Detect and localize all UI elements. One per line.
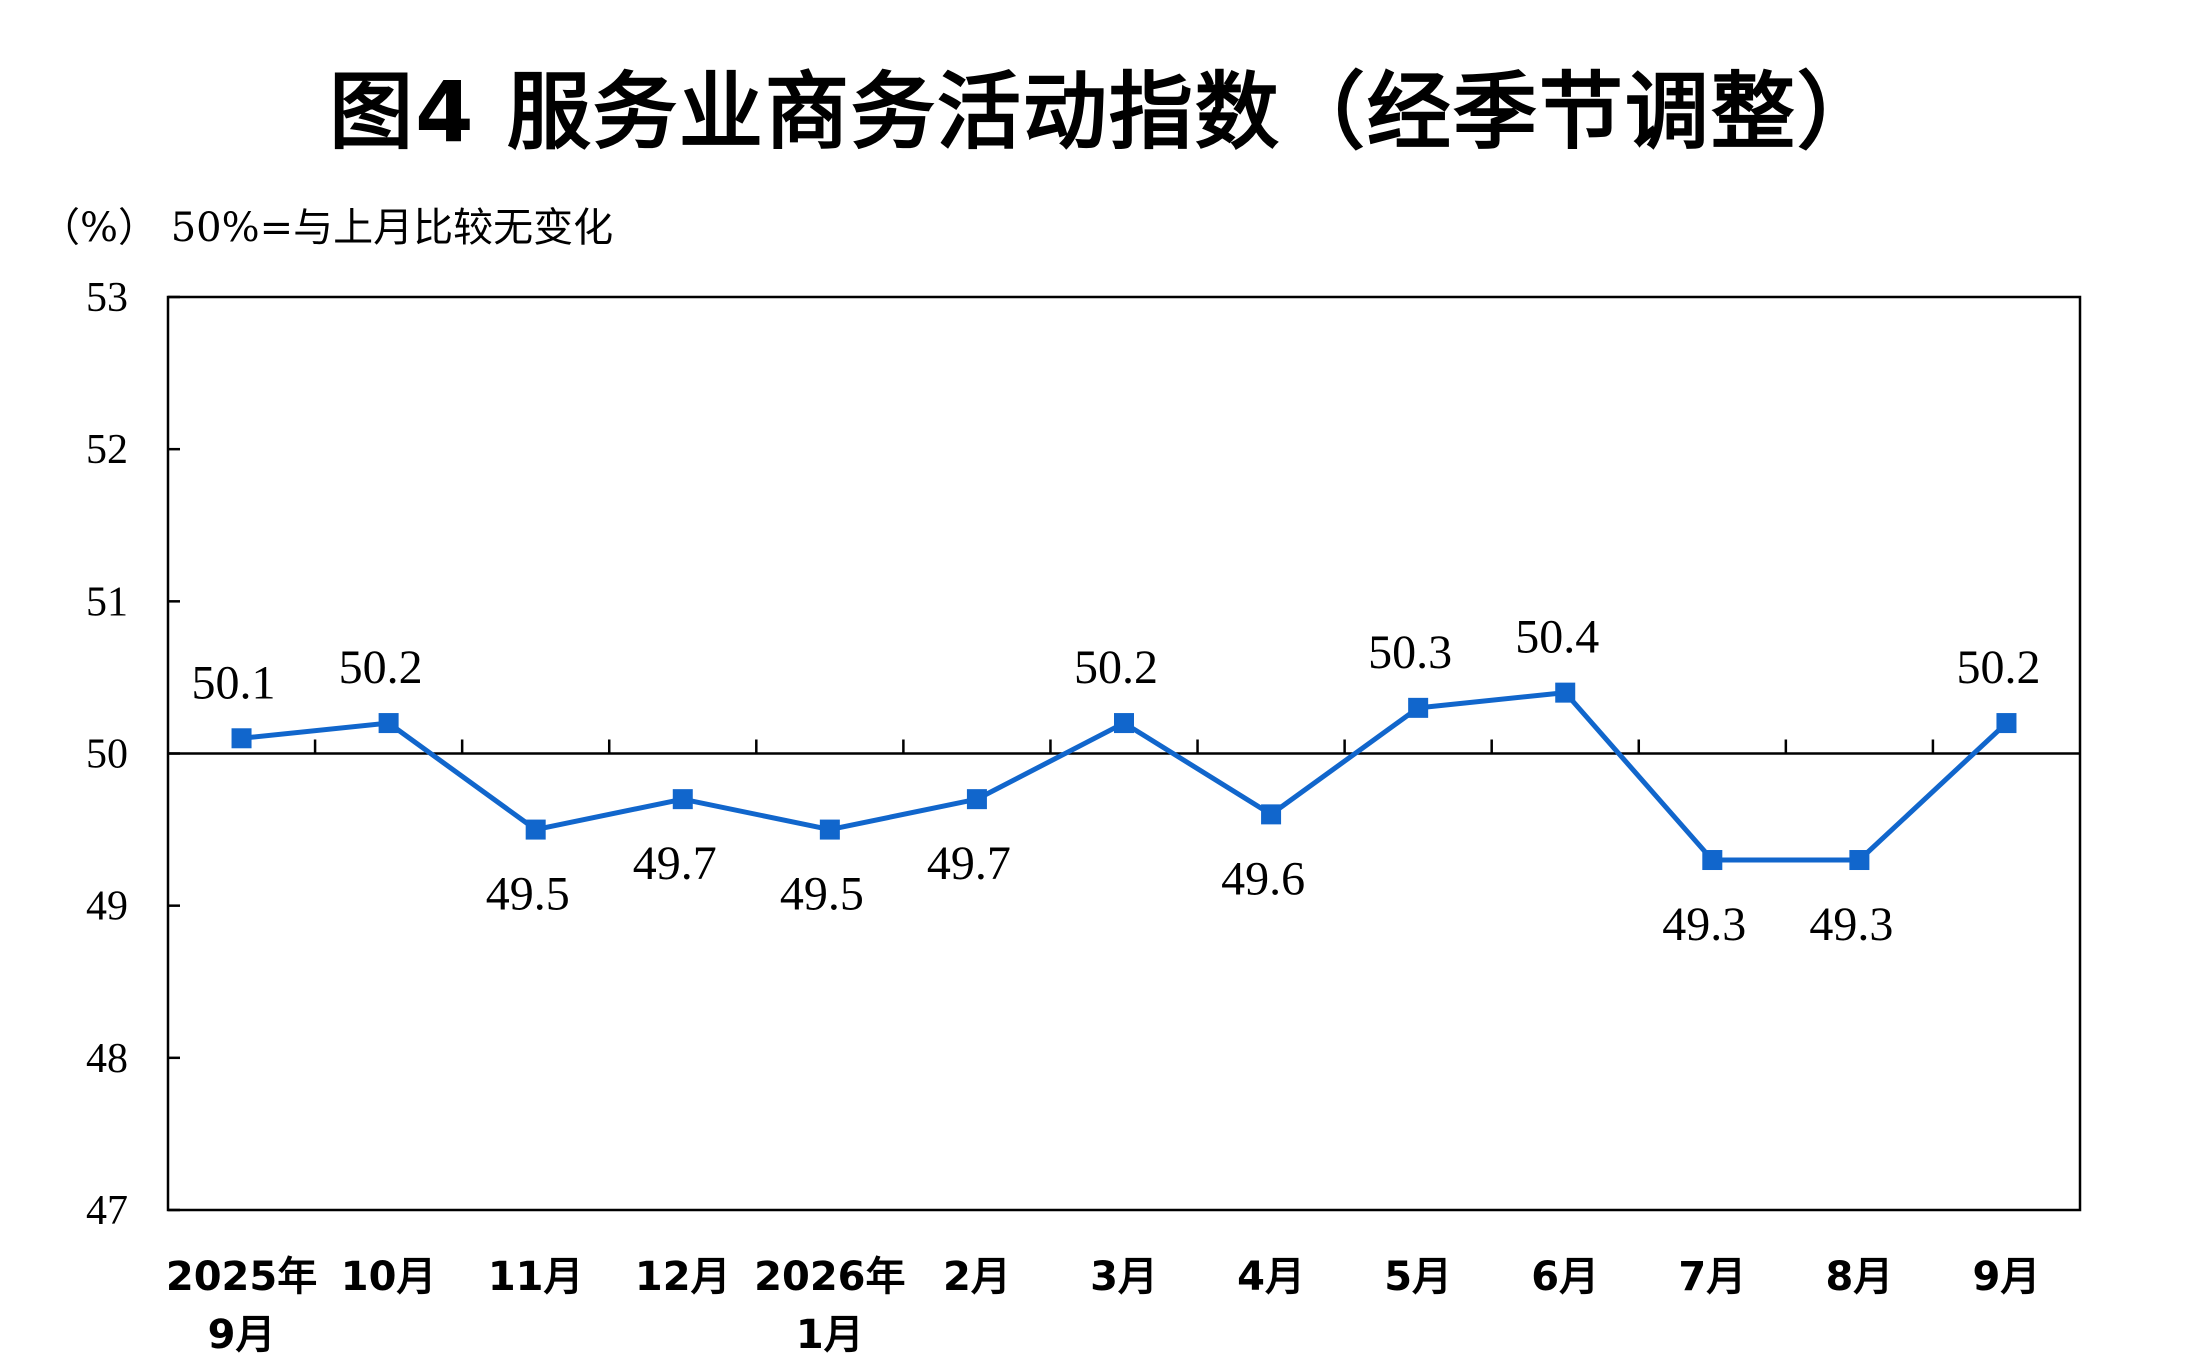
data-label-4: 49.5 [780,868,864,921]
data-point-12 [1996,713,2017,734]
x-label-10-0: 7月 [1678,1254,1746,1300]
x-label-1-0: 10月 [341,1254,437,1300]
data-point-7 [1261,804,1282,825]
x-label-6-0: 3月 [1090,1254,1158,1300]
y-tick-label-6: 53 [86,275,128,321]
data-point-2 [525,819,546,840]
y-tick-label-3: 50 [86,732,128,778]
data-point-9 [1555,682,1576,703]
x-label-4-0: 2026年 [754,1254,905,1300]
x-label-4-1: 1月 [796,1312,864,1358]
chart-title: 图4 服务业商务活动指数（经季节调整） [329,63,1883,161]
data-label-0: 50.1 [192,656,276,709]
data-point-3 [672,789,693,810]
data-label-10: 49.3 [1662,898,1746,951]
y-tick-label-0: 47 [86,1188,128,1234]
data-label-9: 50.4 [1515,611,1599,664]
y-tick-label-4: 51 [86,579,128,625]
data-label-7: 49.6 [1221,852,1305,905]
data-label-11: 49.3 [1809,898,1893,951]
y-tick-label-2: 49 [86,884,128,930]
reference-layer [168,739,2080,755]
data-point-8 [1408,697,1429,718]
x-label-12-0: 9月 [1973,1254,2041,1300]
data-point-0 [231,728,252,749]
data-label-5: 49.7 [927,837,1011,890]
x-label-0-1: 9月 [208,1312,276,1358]
data-label-8: 50.3 [1368,626,1452,679]
x-label-11-0: 8月 [1825,1254,1893,1300]
data-point-1 [378,713,399,734]
data-point-6 [1114,713,1134,734]
x-label-7-0: 4月 [1237,1254,1305,1300]
data-label-6: 50.2 [1074,641,1158,694]
series-layer [231,682,2017,871]
y-axis-label: （%） 50%=与上月比较无变化 [40,205,614,251]
x-label-9-0: 6月 [1531,1254,1599,1300]
data-label-3: 49.7 [633,837,717,890]
x-label-0-0: 2025年 [166,1254,317,1300]
y-tick-label-1: 48 [86,1036,128,1082]
labels-layer: 2025年 9月 10月 11月 12月 2026年 1月 2月 3月 4月 5月 6月 7月 8月 9月 5… [166,611,2041,1358]
data-point-4 [819,819,840,840]
data-label-2: 49.5 [486,868,570,921]
data-point-11 [1849,850,1870,871]
data-label-1: 50.2 [339,641,423,694]
y-tick-label-5: 52 [86,427,128,473]
x-label-3-0: 12月 [635,1254,731,1300]
x-label-5-0: 2月 [943,1254,1011,1300]
x-label-2-0: 11月 [488,1254,584,1300]
data-point-10 [1702,850,1723,871]
data-point-5 [966,789,987,810]
x-label-8-0: 5月 [1384,1254,1452,1300]
data-label-12: 50.2 [1956,641,2040,694]
